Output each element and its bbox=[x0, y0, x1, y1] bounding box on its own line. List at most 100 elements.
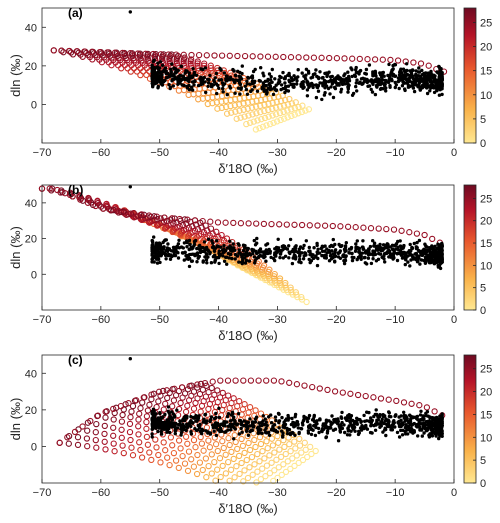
observation-point bbox=[339, 415, 343, 419]
observation-point bbox=[363, 419, 367, 423]
observation-point bbox=[422, 431, 426, 435]
observation-point bbox=[426, 420, 430, 425]
observation-point bbox=[161, 426, 166, 430]
model-point bbox=[110, 432, 117, 439]
observation-point bbox=[421, 418, 425, 422]
model-point bbox=[61, 190, 69, 197]
observation-point bbox=[423, 423, 428, 428]
observation-point bbox=[277, 419, 282, 423]
observation-point bbox=[194, 73, 199, 78]
observation-point bbox=[270, 67, 274, 72]
observation-point bbox=[283, 81, 287, 85]
observation-point bbox=[182, 258, 186, 262]
observation-point bbox=[395, 258, 400, 263]
observation-point bbox=[421, 414, 426, 418]
observation-point bbox=[159, 432, 164, 436]
model-point bbox=[205, 389, 212, 396]
model-point bbox=[282, 282, 289, 289]
observation-point bbox=[281, 424, 286, 429]
observation-point bbox=[317, 76, 321, 81]
model-point bbox=[182, 408, 190, 416]
model-point bbox=[232, 438, 239, 446]
model-point bbox=[79, 423, 86, 430]
observation-point bbox=[162, 68, 166, 72]
observation-point bbox=[393, 74, 398, 78]
observation-point bbox=[347, 251, 351, 255]
observation-point bbox=[342, 253, 346, 257]
model-point bbox=[152, 436, 159, 443]
observation-point bbox=[407, 249, 411, 253]
observation-point bbox=[222, 259, 227, 263]
observation-point bbox=[245, 79, 249, 83]
colorbar: 0 5 10 15 20 25 bbox=[463, 7, 492, 150]
model-point bbox=[144, 441, 152, 448]
model-point bbox=[400, 399, 408, 406]
observation-point bbox=[307, 71, 311, 75]
observation-point bbox=[381, 70, 385, 75]
observation-point bbox=[336, 255, 341, 259]
observation-point bbox=[338, 249, 342, 253]
observation-point bbox=[297, 254, 302, 258]
observation-point bbox=[384, 89, 388, 93]
model-point bbox=[146, 449, 153, 456]
observation-point bbox=[277, 248, 282, 253]
observation-point bbox=[170, 74, 175, 78]
model-point bbox=[241, 113, 248, 120]
model-circles bbox=[38, 185, 444, 306]
model-point bbox=[163, 387, 170, 394]
observation-point bbox=[172, 66, 176, 70]
model-point bbox=[253, 220, 260, 227]
model-point bbox=[379, 56, 386, 63]
observation-point bbox=[159, 429, 163, 434]
observation-point bbox=[239, 86, 243, 90]
model-point bbox=[102, 414, 109, 421]
observation-point bbox=[287, 256, 291, 260]
observation-point bbox=[172, 415, 177, 419]
model-point bbox=[111, 49, 119, 56]
observation-point bbox=[313, 72, 317, 76]
observation-point bbox=[151, 85, 155, 89]
model-point bbox=[298, 108, 306, 116]
model-point bbox=[107, 206, 115, 213]
model-point bbox=[129, 402, 137, 410]
model-point bbox=[128, 408, 135, 415]
observation-point bbox=[400, 71, 404, 75]
observation-point bbox=[157, 426, 161, 430]
observation-point bbox=[320, 97, 324, 102]
model-point bbox=[157, 459, 164, 466]
observation-point bbox=[289, 82, 293, 87]
observation-point bbox=[430, 244, 434, 248]
model-point bbox=[287, 448, 294, 455]
observation-point bbox=[276, 246, 281, 250]
observation-point bbox=[150, 256, 155, 261]
observation-point bbox=[168, 257, 173, 261]
observation-point bbox=[428, 415, 432, 419]
observation-point bbox=[393, 425, 397, 429]
observation-point bbox=[221, 254, 225, 258]
model-point bbox=[157, 215, 164, 222]
observation-point bbox=[158, 71, 163, 76]
observation-point bbox=[369, 423, 373, 427]
observation-point bbox=[166, 422, 170, 426]
observation-point bbox=[249, 89, 253, 94]
observation-point bbox=[423, 84, 427, 89]
observation-point bbox=[268, 249, 272, 254]
model-point bbox=[140, 394, 147, 401]
observation-point bbox=[273, 247, 277, 251]
model-point bbox=[157, 392, 164, 399]
model-point bbox=[289, 455, 296, 462]
observation-point bbox=[403, 70, 407, 74]
observation-point bbox=[294, 246, 298, 250]
observation-point bbox=[226, 428, 230, 432]
model-point bbox=[217, 377, 224, 384]
model-point bbox=[362, 392, 369, 400]
observation-point bbox=[237, 432, 241, 436]
model-point bbox=[155, 388, 163, 395]
model-point bbox=[118, 434, 125, 441]
observation-point bbox=[324, 421, 328, 425]
observation-point bbox=[217, 78, 221, 82]
model-point bbox=[180, 51, 187, 58]
model-point bbox=[135, 423, 142, 430]
x-tick-label: −30 bbox=[268, 147, 287, 159]
model-point bbox=[225, 458, 232, 466]
